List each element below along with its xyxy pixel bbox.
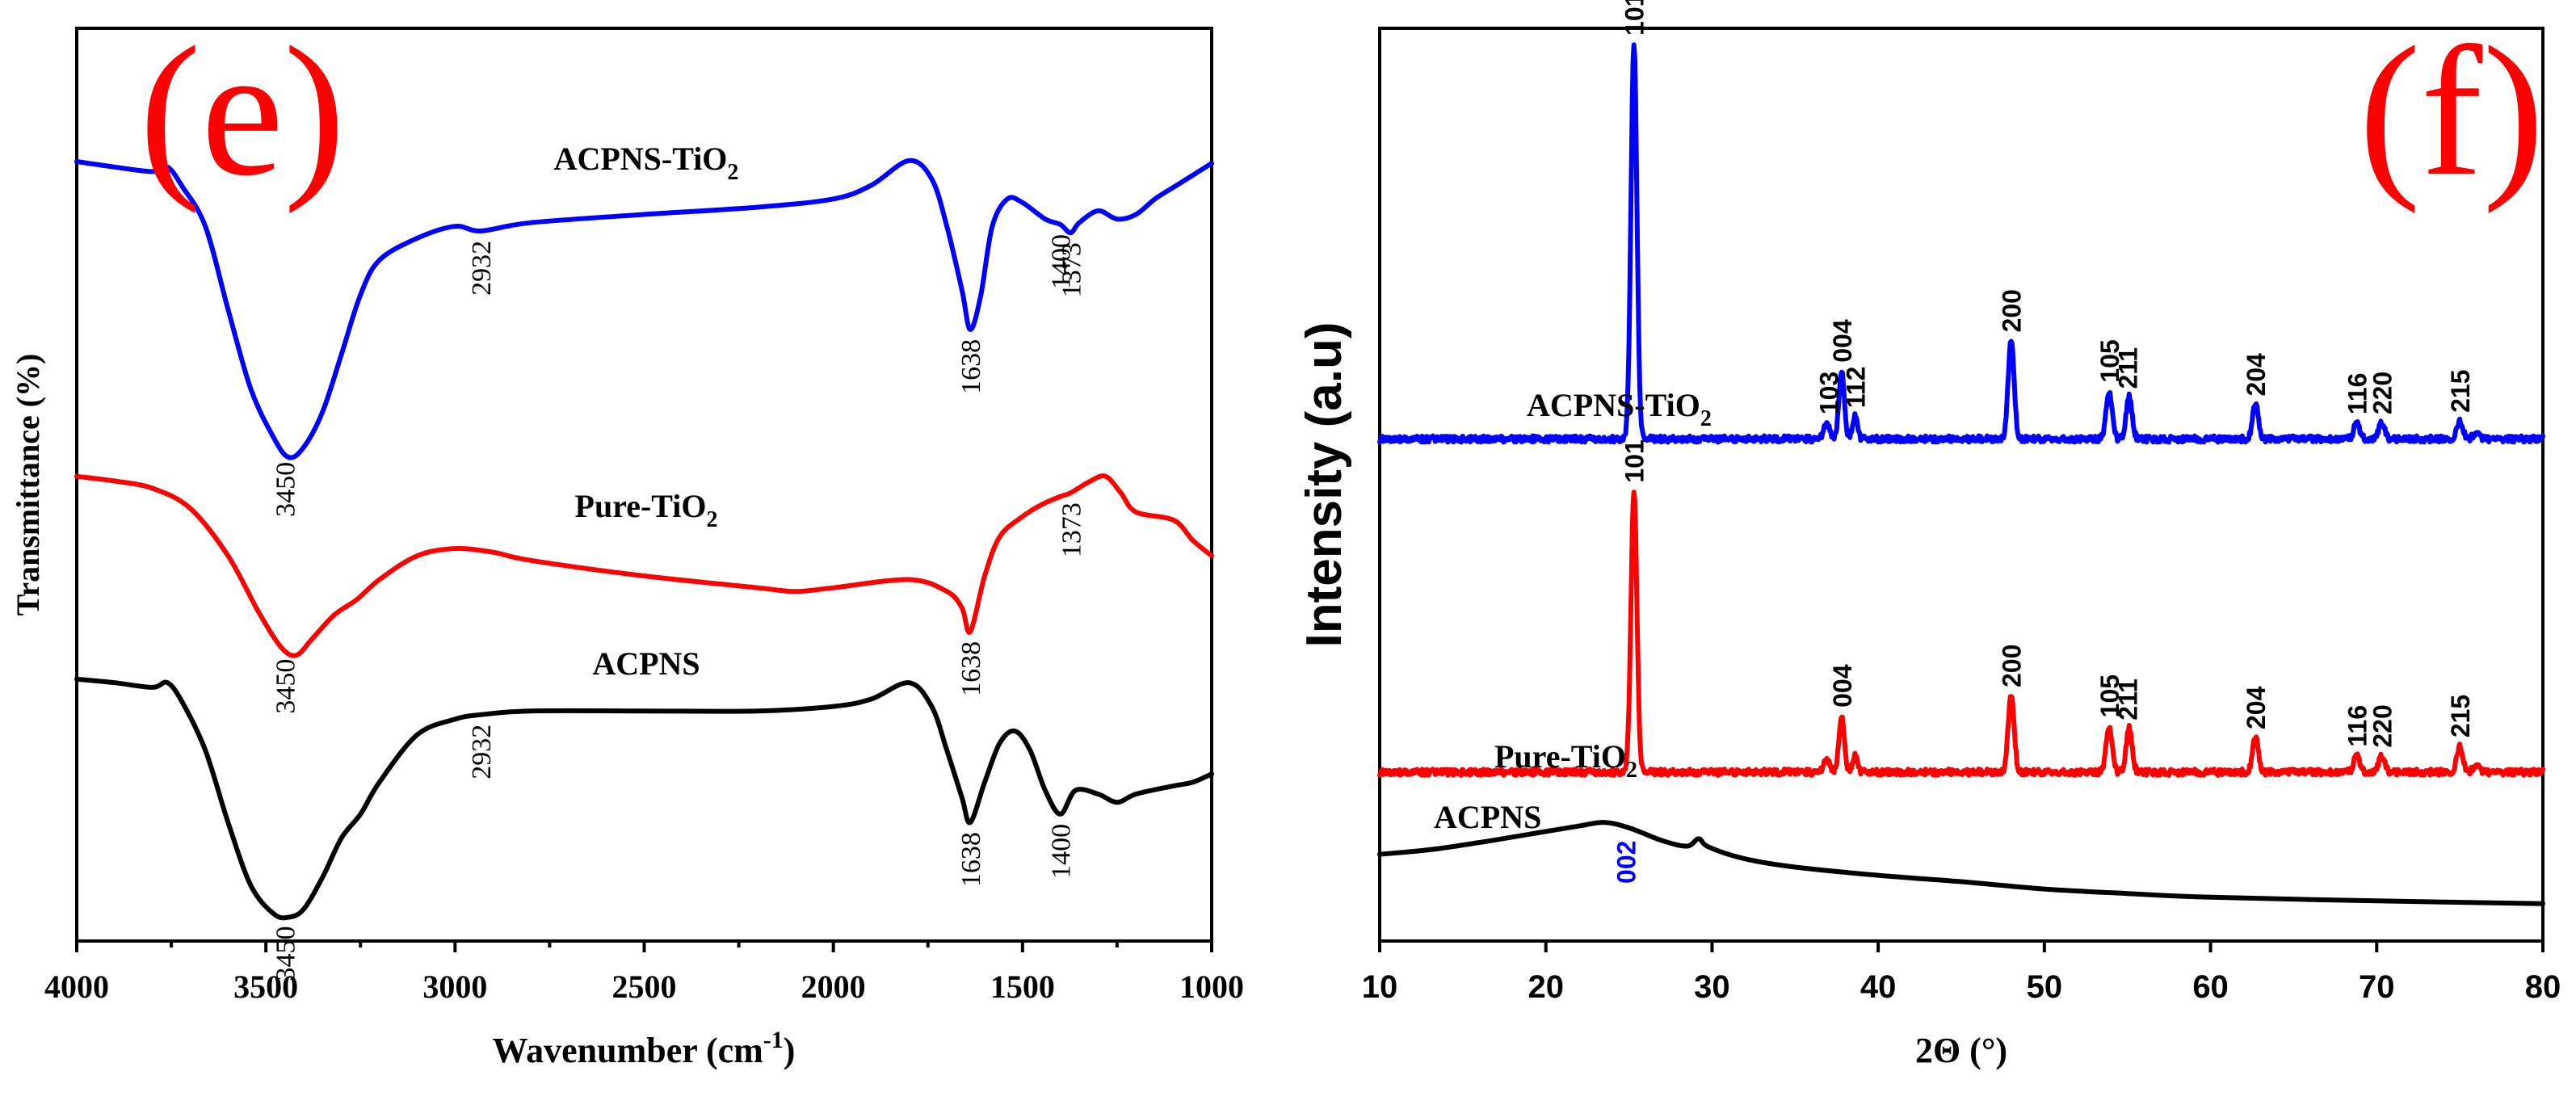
f-peak-label: 112 bbox=[1841, 367, 1870, 409]
f-x-tick-label: 10 bbox=[1362, 969, 1398, 1005]
f-peak-label: 116 bbox=[2343, 373, 2372, 415]
f-peak-label: 215 bbox=[2446, 370, 2475, 413]
f-peak-label: 101 bbox=[1620, 439, 1649, 482]
e-x-tick-label: 1000 bbox=[1179, 968, 1244, 1005]
f-peak-label: 004 bbox=[1828, 664, 1857, 708]
e-series-line-acpns bbox=[74, 676, 1214, 921]
e-x-tick-label: 1500 bbox=[990, 968, 1055, 1005]
e-x-ticks: 4000 3500 3000 2500 2000 1500 1000 bbox=[44, 941, 1244, 1005]
f-peak-label: 004 bbox=[1828, 319, 1857, 363]
e-x-tick-label: 3000 bbox=[422, 968, 487, 1005]
e-series-line-acpns-tio2 bbox=[74, 158, 1214, 460]
e-peak-label: 2932 bbox=[467, 725, 497, 779]
f-peak-label: 101 bbox=[1620, 0, 1649, 36]
f-x-tick-label: 30 bbox=[1694, 969, 1730, 1005]
f-peak-label: 211 bbox=[2114, 679, 2143, 721]
f-x-tick-label: 20 bbox=[1528, 969, 1564, 1005]
f-peak-label: 105 bbox=[2095, 674, 2124, 717]
e-series-labels: ACPNS-TiO2 Pure-TiO2 ACPNS bbox=[554, 141, 739, 682]
e-peak-label: 1400 bbox=[1047, 234, 1077, 289]
f-x-tick-label: 60 bbox=[2192, 969, 2229, 1005]
f-x-tick-label: 80 bbox=[2525, 969, 2561, 1005]
e-x-tick-label: 2500 bbox=[612, 968, 677, 1005]
f-x-tick-label: 50 bbox=[2027, 969, 2063, 1005]
e-x-tick-label: 3500 bbox=[233, 968, 298, 1005]
e-x-tick-label: 4000 bbox=[44, 968, 109, 1005]
e-peak-label: 1638 bbox=[956, 641, 986, 696]
f-panel-label: (f) bbox=[2359, 8, 2544, 214]
e-peak-label: 3450 bbox=[271, 462, 301, 517]
f-x-tick-label: 70 bbox=[2359, 969, 2395, 1005]
e-series-label-acpns-tio2: ACPNS-TiO2 bbox=[554, 141, 739, 185]
e-series-label-pure-tio2: Pure-TiO2 bbox=[575, 488, 718, 532]
f-peak-label: 204 bbox=[2242, 686, 2271, 729]
e-series-line-pure-tio2 bbox=[74, 473, 1214, 658]
e-peak-label: 3450 bbox=[271, 659, 301, 714]
f-series-labels: ACPNS-TiO2 Pure-TiO2 ACPNS bbox=[1434, 387, 1712, 835]
f-peak-label: 200 bbox=[1998, 289, 2027, 332]
e-series bbox=[74, 158, 1214, 921]
e-peak-label: 1373 bbox=[1057, 502, 1086, 557]
f-series-line-acpns bbox=[1377, 820, 2545, 906]
f-peak-label: 002 bbox=[1612, 841, 1641, 884]
f-series-label-acpns: ACPNS bbox=[1434, 799, 1541, 835]
f-plot-frame bbox=[1378, 27, 2544, 943]
e-peak-label: 1373 bbox=[1057, 242, 1086, 297]
f-peak-label: 116 bbox=[2343, 705, 2372, 747]
f-peak-label: 220 bbox=[2368, 372, 2397, 414]
panel-e-ftir: 4000 3500 3000 2500 2000 1500 1000 3450 2932 163… bbox=[10, 8, 1244, 1070]
f-peak-label: 200 bbox=[1998, 645, 2027, 687]
f-x-axis-label: 2Θ (°) bbox=[1915, 1031, 2007, 1070]
f-series-line-acpns-tio2 bbox=[1377, 42, 2545, 445]
e-peak-label: 2932 bbox=[467, 241, 497, 296]
e-x-tick-label: 2000 bbox=[801, 968, 866, 1005]
e-peak-label: 1638 bbox=[956, 832, 986, 887]
f-y-axis-label: Intensity (a.u) bbox=[1296, 321, 1352, 647]
f-peak-label: 204 bbox=[2242, 353, 2271, 397]
e-peak-label: 1638 bbox=[956, 339, 986, 394]
f-peak-label: 220 bbox=[2368, 704, 2397, 747]
e-series-label-acpns: ACPNS bbox=[592, 645, 700, 682]
e-y-axis-label: Transmittance (%) bbox=[10, 354, 46, 616]
e-peak-label: 1400 bbox=[1047, 824, 1077, 879]
f-x-ticks: 10 20 30 40 50 60 70 80 bbox=[1362, 941, 2561, 1005]
e-x-axis-label: Wavenumber (cm-1) bbox=[493, 1027, 796, 1070]
e-panel-label: (e) bbox=[139, 8, 345, 214]
f-series-label-pure-tio2: Pure-TiO2 bbox=[1494, 738, 1637, 783]
f-series-line-pure-tio2 bbox=[1377, 489, 2545, 778]
f-peak-label: 211 bbox=[2114, 347, 2143, 389]
f-series bbox=[1377, 42, 2545, 906]
f-x-tick-label: 40 bbox=[1860, 969, 1897, 1005]
f-peak-label: 103 bbox=[1814, 372, 1843, 414]
f-peak-label: 105 bbox=[2095, 339, 2124, 382]
f-series-label-acpns-tio2: ACPNS-TiO2 bbox=[1527, 387, 1712, 431]
e-peak-label: 3450 bbox=[271, 926, 301, 981]
f-peak-label: 215 bbox=[2446, 695, 2475, 737]
